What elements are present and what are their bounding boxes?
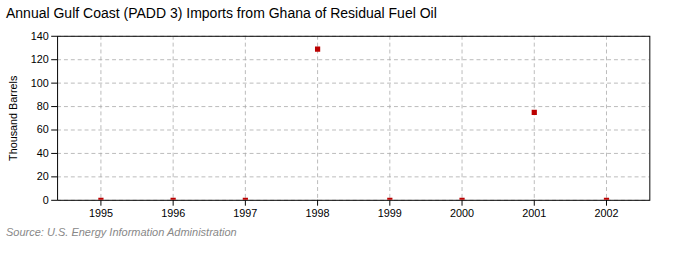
svg-text:80: 80	[37, 100, 49, 112]
svg-text:1997: 1997	[233, 207, 257, 219]
svg-text:Thousand Barrels: Thousand Barrels	[7, 75, 19, 161]
svg-text:2001: 2001	[522, 207, 546, 219]
svg-text:120: 120	[31, 53, 49, 65]
svg-text:40: 40	[37, 147, 49, 159]
svg-text:1998: 1998	[306, 207, 330, 219]
html-text:Source: U.S. Energy Informatio: Source: U.S. Energy Information Administ…	[6, 226, 237, 239]
svg-text:2000: 2000	[450, 207, 474, 219]
html-text:Annual Gulf Coast (PADD 3) Imp: Annual Gulf Coast (PADD 3) Imports from …	[6, 5, 437, 21]
svg-text:2002: 2002	[594, 207, 618, 219]
svg-text:140: 140	[31, 30, 49, 42]
svg-text:1999: 1999	[378, 207, 402, 219]
svg-text:60: 60	[37, 123, 49, 135]
svg-text:1996: 1996	[161, 207, 185, 219]
svg-text:100: 100	[31, 77, 49, 89]
svg-text:0: 0	[43, 194, 49, 206]
svg-text:20: 20	[37, 170, 49, 182]
svg-text:1995: 1995	[89, 207, 113, 219]
